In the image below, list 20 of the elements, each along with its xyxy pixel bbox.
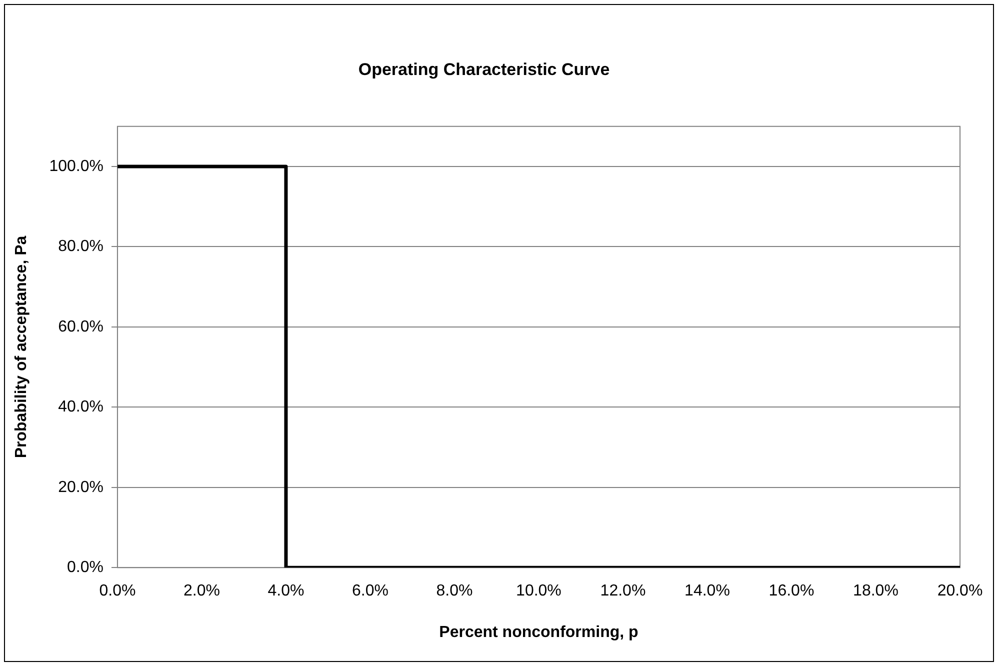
y-tick-label: 40.0%	[58, 398, 104, 416]
y-tick-label: 20.0%	[58, 478, 104, 496]
x-tick-label: 12.0%	[600, 582, 646, 600]
x-tick-label: 18.0%	[853, 582, 898, 600]
chart-title: Operating Characteristic Curve	[358, 60, 610, 79]
x-tick-label: 8.0%	[436, 582, 473, 600]
y-tick-label: 80.0%	[58, 238, 104, 256]
x-axis-title: Percent nonconforming, p	[439, 624, 639, 641]
x-tick-label: 10.0%	[516, 582, 562, 600]
y-tick-label: 100.0%	[49, 158, 104, 175]
x-tick-label: 2.0%	[183, 582, 220, 600]
y-tick-label: 0.0%	[66, 559, 104, 576]
x-tick-label: 16.0%	[768, 582, 814, 600]
x-tick-label: 0.0%	[99, 582, 136, 600]
y-axis-title: Probability of acceptance, Pa	[13, 236, 30, 458]
y-tick-label: 60.0%	[58, 318, 104, 336]
x-tick-label: 20.0%	[937, 582, 983, 600]
x-tick-label: 6.0%	[352, 582, 388, 600]
x-tick-label: 4.0%	[268, 582, 304, 600]
x-tick-label: 14.0%	[684, 582, 730, 600]
